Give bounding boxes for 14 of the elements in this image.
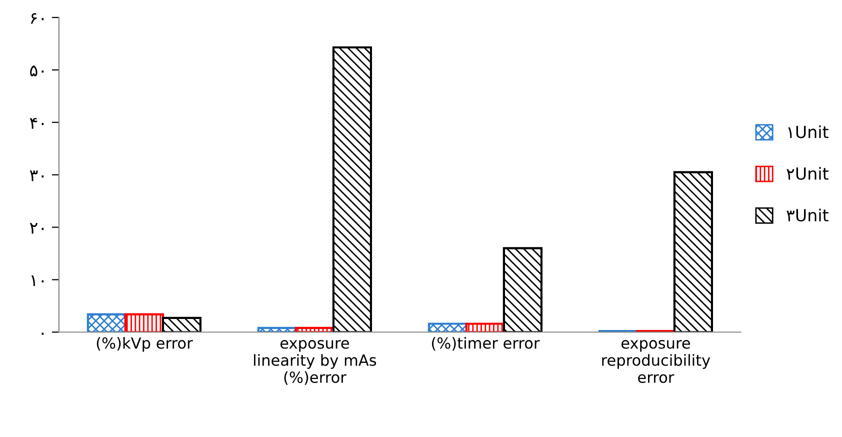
- x-tick-label: (%)timer error: [432, 336, 540, 351]
- legend-label: ۳Unit: [786, 208, 828, 222]
- y-tick-label: ۴۰: [30, 118, 44, 129]
- y-tick-label: ۳۰: [30, 170, 44, 182]
- legend-label: ۲Unit: [786, 166, 828, 180]
- x-tick-label: exposure linearity by mAs (%)error: [254, 340, 376, 385]
- x-tick-label: exposure reproducibility error: [602, 340, 710, 384]
- y-tick-label: ۰: [42, 332, 44, 335]
- x-tick-label: (%)kVp error: [96, 336, 193, 352]
- y-tick-label: ۲۰: [30, 222, 44, 234]
- y-tick-label: ۱۰: [31, 275, 44, 286]
- y-tick-label: ۵۰: [30, 66, 44, 76]
- legend-label: ۱Unit: [788, 125, 828, 138]
- y-tick-label: ۶۰: [30, 13, 44, 24]
